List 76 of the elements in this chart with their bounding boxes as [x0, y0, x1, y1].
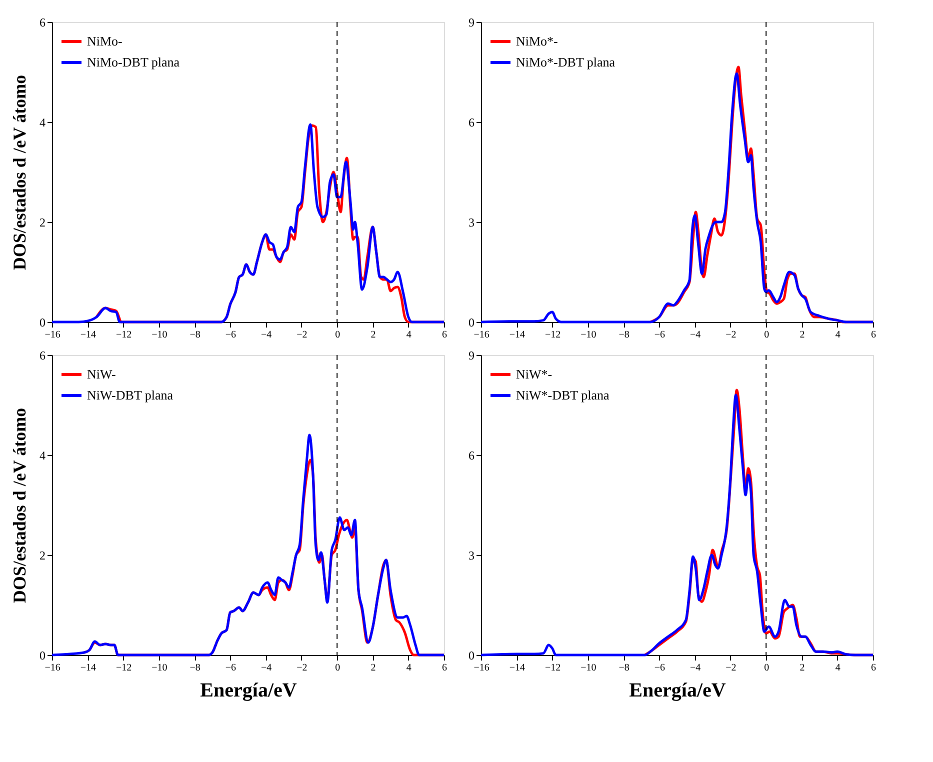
- x-tick-label: −4: [261, 330, 272, 340]
- y-tick-label: 0: [468, 648, 474, 662]
- x-tick-label: 2: [370, 662, 376, 674]
- x-axis-title: Energía/eV: [200, 680, 298, 702]
- x-tick-label: 2: [800, 662, 805, 674]
- legend-label: NiMo*-DBT plana: [516, 54, 616, 70]
- x-tick-label: −6: [225, 330, 236, 340]
- x-tick-label: −12: [544, 330, 561, 340]
- x-tick-label: −16: [474, 662, 490, 674]
- x-tick-label: −16: [44, 662, 60, 674]
- legend-label: NiMo-DBT plana: [87, 54, 180, 70]
- y-tick-label: 4: [40, 448, 46, 462]
- x-tick-label: −8: [618, 662, 630, 674]
- x-tick-label: −4: [690, 662, 701, 674]
- x-tick-label: −2: [726, 330, 736, 340]
- y-tick-label: 6: [468, 116, 474, 130]
- legend-label: NiMo-: [87, 34, 122, 48]
- legend-label: NiMo*-: [516, 34, 558, 48]
- x-tick-label: 6: [871, 330, 876, 340]
- y-axis-title: DOS/estados d /eV átomo: [10, 74, 30, 270]
- x-tick-label: −4: [690, 330, 701, 340]
- legend-label: NiW-: [87, 366, 116, 382]
- x-tick-label: 0: [335, 662, 340, 674]
- x-tick-label: −14: [80, 330, 96, 340]
- y-tick-label: 4: [40, 116, 46, 130]
- x-tick-label: −10: [152, 662, 168, 674]
- y-tick-label: 9: [468, 16, 474, 30]
- x-tick-label: −14: [80, 662, 96, 674]
- x-tick-label: 2: [370, 330, 376, 340]
- x-tick-label: −10: [152, 330, 168, 340]
- x-tick-label: −8: [190, 662, 200, 674]
- x-tick-label: −8: [190, 330, 200, 340]
- x-tick-label: 6: [442, 662, 447, 674]
- x-tick-label: −12: [544, 662, 561, 674]
- x-tick-label: 6: [442, 330, 447, 340]
- x-axis-title: Energía/eV: [629, 680, 726, 702]
- x-tick-label: 4: [835, 330, 840, 340]
- x-tick-label: 4: [406, 662, 412, 674]
- x-tick-label: 6: [871, 662, 876, 674]
- x-tick-label: 2: [800, 330, 805, 340]
- y-tick-label: 2: [40, 548, 46, 562]
- y-tick-label: 0: [40, 316, 46, 330]
- x-tick-label: −10: [580, 330, 596, 340]
- x-tick-label: 4: [406, 330, 412, 340]
- y-tick-label: 2: [40, 216, 46, 230]
- y-tick-label: 0: [468, 316, 474, 330]
- x-tick-label: −2: [296, 330, 308, 340]
- x-tick-label: 0: [764, 330, 770, 340]
- x-tick-label: −14: [509, 662, 525, 674]
- x-tick-label: −14: [509, 330, 525, 340]
- y-tick-label: 0: [40, 648, 46, 662]
- y-axis-title: DOS/estados d /eV átomo: [10, 408, 30, 604]
- y-tick-label: 9: [468, 348, 474, 362]
- legend-label: NiW-DBT plana: [87, 388, 174, 402]
- x-tick-label: 4: [835, 662, 840, 674]
- x-tick-label: 0: [335, 330, 340, 340]
- x-tick-label: 0: [764, 662, 770, 674]
- x-tick-label: −4: [261, 662, 272, 674]
- y-tick-label: 6: [40, 348, 46, 362]
- x-tick-label: −6: [225, 662, 236, 674]
- x-tick-label: −6: [654, 662, 665, 674]
- x-tick-label: −12: [116, 330, 132, 340]
- x-tick-label: −2: [296, 662, 308, 674]
- y-tick-label: 3: [468, 216, 474, 230]
- x-tick-label: −10: [580, 662, 596, 674]
- legend-label: NiW*-DBT plana: [516, 388, 610, 402]
- y-tick-label: 3: [468, 548, 474, 562]
- x-tick-label: −8: [618, 330, 630, 340]
- y-tick-label: 6: [40, 16, 46, 30]
- x-tick-label: −2: [726, 662, 736, 674]
- legend-label: NiW*-: [516, 366, 552, 382]
- x-tick-label: −6: [654, 330, 665, 340]
- x-tick-label: −16: [44, 330, 60, 340]
- y-tick-label: 6: [468, 448, 474, 462]
- x-tick-label: −12: [116, 662, 132, 674]
- x-tick-label: −16: [474, 330, 490, 340]
